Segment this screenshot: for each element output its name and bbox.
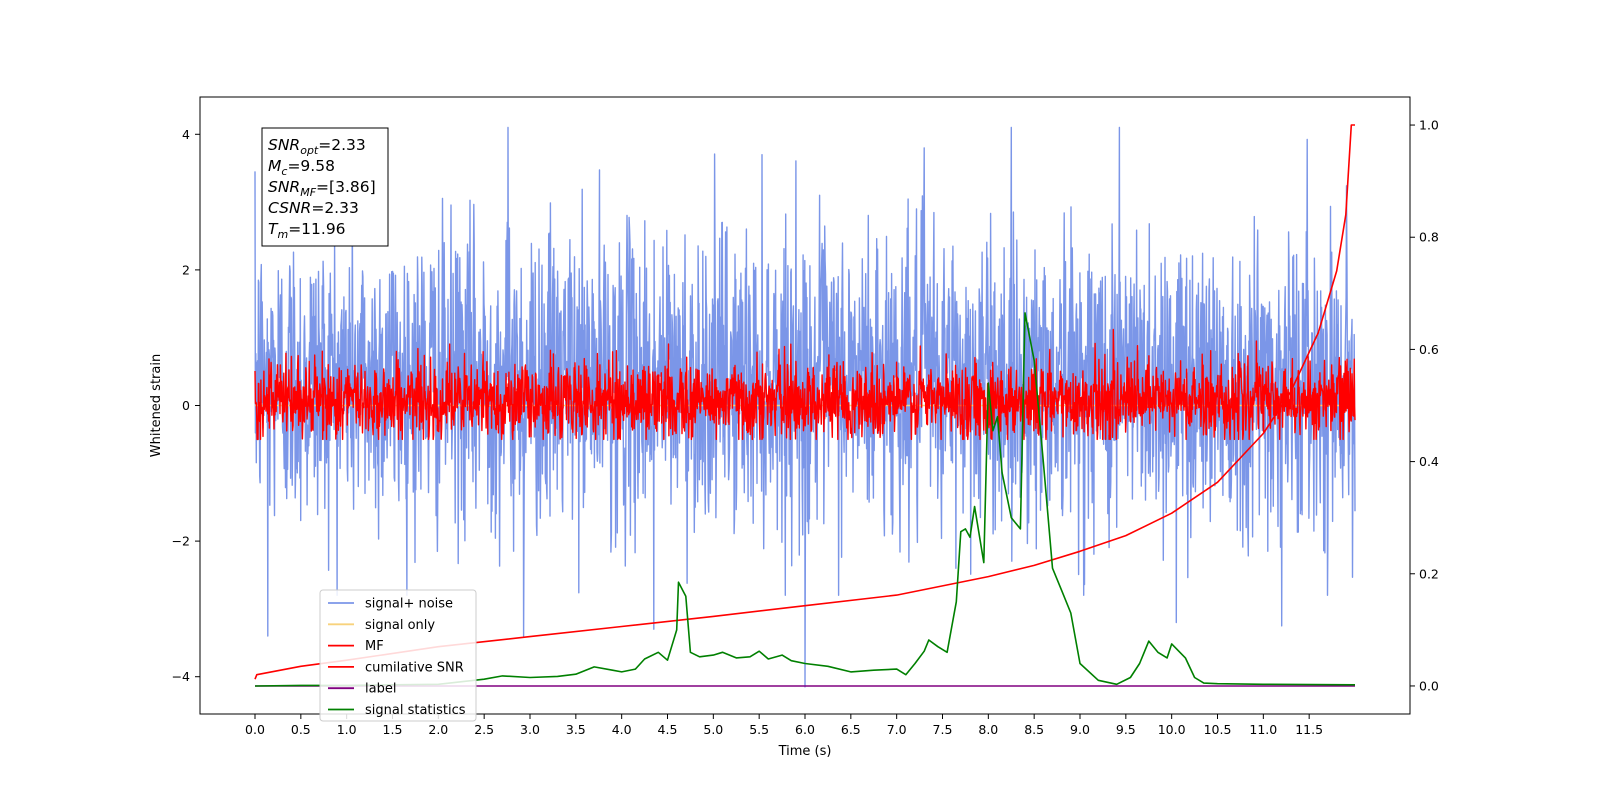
- x-tick-label: 7.5: [933, 722, 953, 737]
- legend-entry: signal statistics: [365, 703, 466, 718]
- annotation-value: =2.33: [311, 199, 359, 217]
- annotation-line: Tm=11.96: [268, 220, 346, 241]
- annotation-value: =[3.86]: [316, 178, 376, 196]
- legend-entry: cumilative SNR: [365, 660, 464, 675]
- annotation-line: Mc=9.58: [268, 157, 335, 178]
- annotation-subscript: c: [281, 165, 287, 178]
- annotation-line: SNRMF=[3.86]: [268, 178, 376, 199]
- legend-entry: signal only: [365, 618, 435, 633]
- annotation-value: =11.96: [288, 220, 345, 238]
- y2-tick-label: 1.0: [1419, 118, 1439, 133]
- y-axis-right: 0.0 0.2 0.4 0.6 0.8 1.0: [1410, 118, 1439, 693]
- annotation-value: =2.33: [318, 136, 366, 154]
- y-tick-label: −4: [172, 669, 190, 684]
- y-tick-label: 0: [182, 398, 190, 413]
- annotation-subscript: MF: [300, 186, 316, 199]
- y2-tick-label: 0.2: [1419, 566, 1439, 581]
- annotation-symbol: SNR: [268, 178, 300, 196]
- y-axis-label: Whitened strain: [149, 354, 164, 457]
- annotation-subscript: m: [277, 228, 288, 241]
- x-tick-label: 11.5: [1295, 722, 1323, 737]
- y-tick-label: −2: [172, 534, 190, 549]
- y-axis-left: −4 −2 0 2 4: [172, 127, 200, 684]
- y2-tick-label: 0.0: [1419, 678, 1439, 693]
- x-tick-label: 5.5: [749, 722, 769, 737]
- x-tick-label: 11.0: [1249, 722, 1277, 737]
- annotation-symbol: T: [268, 220, 279, 238]
- y2-tick-label: 0.8: [1419, 230, 1439, 245]
- x-tick-label: 9.0: [1070, 722, 1090, 737]
- x-tick-label: 2.0: [428, 722, 448, 737]
- x-tick-label: 9.5: [1116, 722, 1136, 737]
- x-tick-label: 7.0: [887, 722, 907, 737]
- y2-tick-label: 0.4: [1419, 454, 1439, 469]
- annotation-frame: [261, 127, 389, 247]
- legend-frame: [319, 589, 477, 722]
- x-tick-label: 8.0: [978, 722, 998, 737]
- x-axis-label: Time (s): [778, 744, 832, 759]
- x-tick-label: 8.5: [1024, 722, 1044, 737]
- annotation-value: =9.58: [287, 157, 335, 175]
- x-tick-label: 4.5: [658, 722, 678, 737]
- annotation-symbol: M: [268, 157, 281, 175]
- x-tick-label: 10.0: [1158, 722, 1186, 737]
- annotation-subscript: opt: [300, 144, 319, 157]
- x-tick-label: 4.0: [612, 722, 632, 737]
- annotation-symbol: CSNR: [268, 199, 311, 217]
- legend-entry: label: [365, 682, 396, 697]
- y-tick-label: 4: [182, 127, 190, 142]
- annotation-box: SNRopt=2.33Mc=9.58SNRMF=[3.86]CSNR=2.33T…: [261, 127, 389, 247]
- legend-entry: MF: [365, 639, 384, 654]
- legend-entry: signal+ noise: [365, 597, 453, 612]
- x-tick-label: 6.5: [841, 722, 861, 737]
- series-0-line: [254, 126, 1356, 688]
- annotation-line: SNRopt=2.33: [268, 136, 366, 157]
- x-axis: 0.0 0.5 1.0 1.5 2.0 2.5 3.0 3.5 4.0 4.5 5.0 5.5 6.0 6…: [245, 714, 1323, 737]
- x-tick-label: 0.0: [245, 722, 265, 737]
- x-tick-label: 3.0: [520, 722, 540, 737]
- y2-tick-label: 0.6: [1419, 342, 1439, 357]
- series-2-line: [254, 328, 1356, 441]
- series-5-line: [254, 312, 1356, 687]
- annotation-line: CSNR=2.33: [268, 199, 359, 217]
- x-tick-label: 6.0: [795, 722, 815, 737]
- x-tick-label: 10.5: [1204, 722, 1232, 737]
- x-tick-label: 1.5: [383, 722, 403, 737]
- annotation-symbol: SNR: [268, 136, 300, 154]
- y-tick-label: 2: [182, 262, 190, 277]
- x-tick-label: 2.5: [474, 722, 494, 737]
- x-tick-label: 3.5: [566, 722, 586, 737]
- x-tick-label: 1.0: [337, 722, 357, 737]
- x-tick-label: 0.5: [291, 722, 311, 737]
- x-tick-label: 5.0: [703, 722, 723, 737]
- legend: signal+ noise signal only MF cumilative SNR…: [319, 589, 477, 722]
